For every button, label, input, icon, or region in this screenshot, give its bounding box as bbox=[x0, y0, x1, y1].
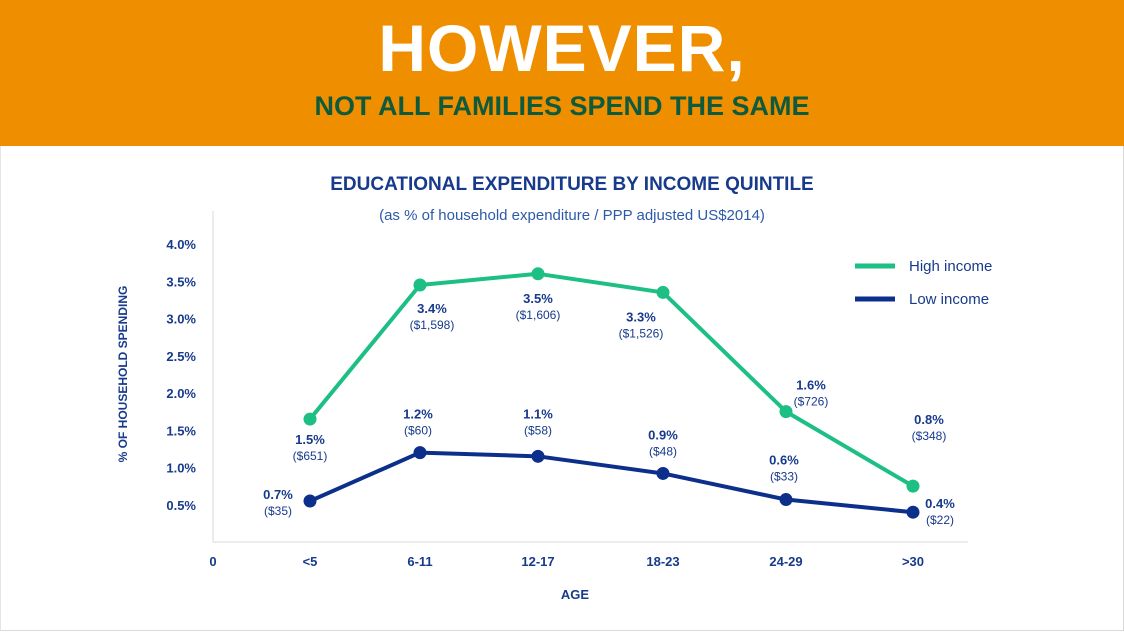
y-tick-label: 4.0% bbox=[166, 237, 196, 252]
data-label-pct: 0.7% bbox=[263, 487, 293, 502]
y-tick-label: 2.0% bbox=[166, 386, 196, 401]
data-label-pct: 1.1% bbox=[523, 406, 553, 421]
header-banner: HOWEVER, NOT ALL FAMILIES SPEND THE SAME bbox=[0, 0, 1124, 146]
data-label-pct: 3.5% bbox=[523, 291, 553, 306]
series-line-high-income bbox=[308, 271, 915, 488]
data-label-usd: ($48) bbox=[649, 444, 677, 458]
data-point bbox=[779, 493, 793, 507]
data-label-usd: ($58) bbox=[524, 423, 552, 437]
y-tick-label: 3.0% bbox=[166, 312, 196, 327]
data-label-pct: 0.9% bbox=[648, 427, 678, 442]
x-tick-label: >30 bbox=[902, 554, 924, 569]
data-point bbox=[531, 449, 545, 463]
data-point bbox=[906, 505, 920, 519]
data-point bbox=[656, 285, 670, 299]
y-tick-label: 0.5% bbox=[166, 498, 196, 513]
origin-label: 0 bbox=[209, 554, 216, 569]
data-label-pct: 1.6% bbox=[796, 378, 826, 393]
data-point bbox=[413, 278, 427, 292]
y-tick-label: 2.5% bbox=[166, 349, 196, 364]
data-label-usd: ($33) bbox=[770, 470, 798, 484]
data-label-usd: ($22) bbox=[926, 513, 954, 527]
legend-label: High income bbox=[909, 258, 992, 275]
y-axis-title: % OF HOUSEHOLD SPENDING bbox=[116, 286, 130, 463]
data-label-pct: 3.3% bbox=[626, 309, 656, 324]
legend-label: Low income bbox=[909, 291, 989, 308]
x-axis-title: AGE bbox=[561, 587, 590, 602]
data-label-usd: ($1,526) bbox=[619, 326, 664, 340]
data-label-usd: ($726) bbox=[794, 395, 829, 409]
header-subtitle: NOT ALL FAMILIES SPEND THE SAME bbox=[314, 91, 810, 121]
data-label-pct: 0.4% bbox=[925, 496, 955, 511]
data-label-usd: ($1,598) bbox=[410, 318, 455, 332]
data-label-usd: ($348) bbox=[912, 429, 947, 443]
data-label-usd: ($60) bbox=[404, 424, 432, 438]
data-label-pct: 3.4% bbox=[417, 301, 447, 316]
x-tick-label: 24-29 bbox=[769, 554, 802, 569]
x-tick-label: 6-11 bbox=[407, 554, 432, 569]
data-point bbox=[656, 466, 670, 480]
data-point bbox=[531, 267, 545, 281]
data-point bbox=[303, 412, 317, 426]
data-label-pct: 1.5% bbox=[295, 432, 325, 447]
data-label-usd: ($1,606) bbox=[516, 308, 561, 322]
series-line-low-income bbox=[309, 450, 914, 515]
data-point bbox=[906, 479, 920, 493]
x-tick-label: 18-23 bbox=[646, 554, 679, 569]
data-point bbox=[303, 494, 317, 508]
data-label-usd: ($651) bbox=[293, 449, 328, 463]
x-tick-label: 12-17 bbox=[521, 554, 554, 569]
data-point bbox=[779, 405, 793, 419]
y-tick-label: 1.0% bbox=[166, 461, 196, 476]
data-label-pct: 0.8% bbox=[914, 412, 944, 427]
chart-title: EDUCATIONAL EXPENDITURE BY INCOME QUINTI… bbox=[330, 174, 814, 195]
chart-subtitle: (as % of household expenditure / PPP adj… bbox=[379, 207, 765, 224]
x-tick-label: <5 bbox=[303, 554, 318, 569]
data-label-pct: 0.6% bbox=[769, 453, 799, 468]
y-tick-label: 3.5% bbox=[166, 274, 196, 289]
data-label-pct: 1.2% bbox=[403, 407, 433, 422]
header-title: HOWEVER, bbox=[378, 11, 746, 85]
y-tick-label: 1.5% bbox=[166, 423, 196, 438]
data-label-usd: ($35) bbox=[264, 504, 292, 518]
data-point bbox=[413, 446, 427, 460]
